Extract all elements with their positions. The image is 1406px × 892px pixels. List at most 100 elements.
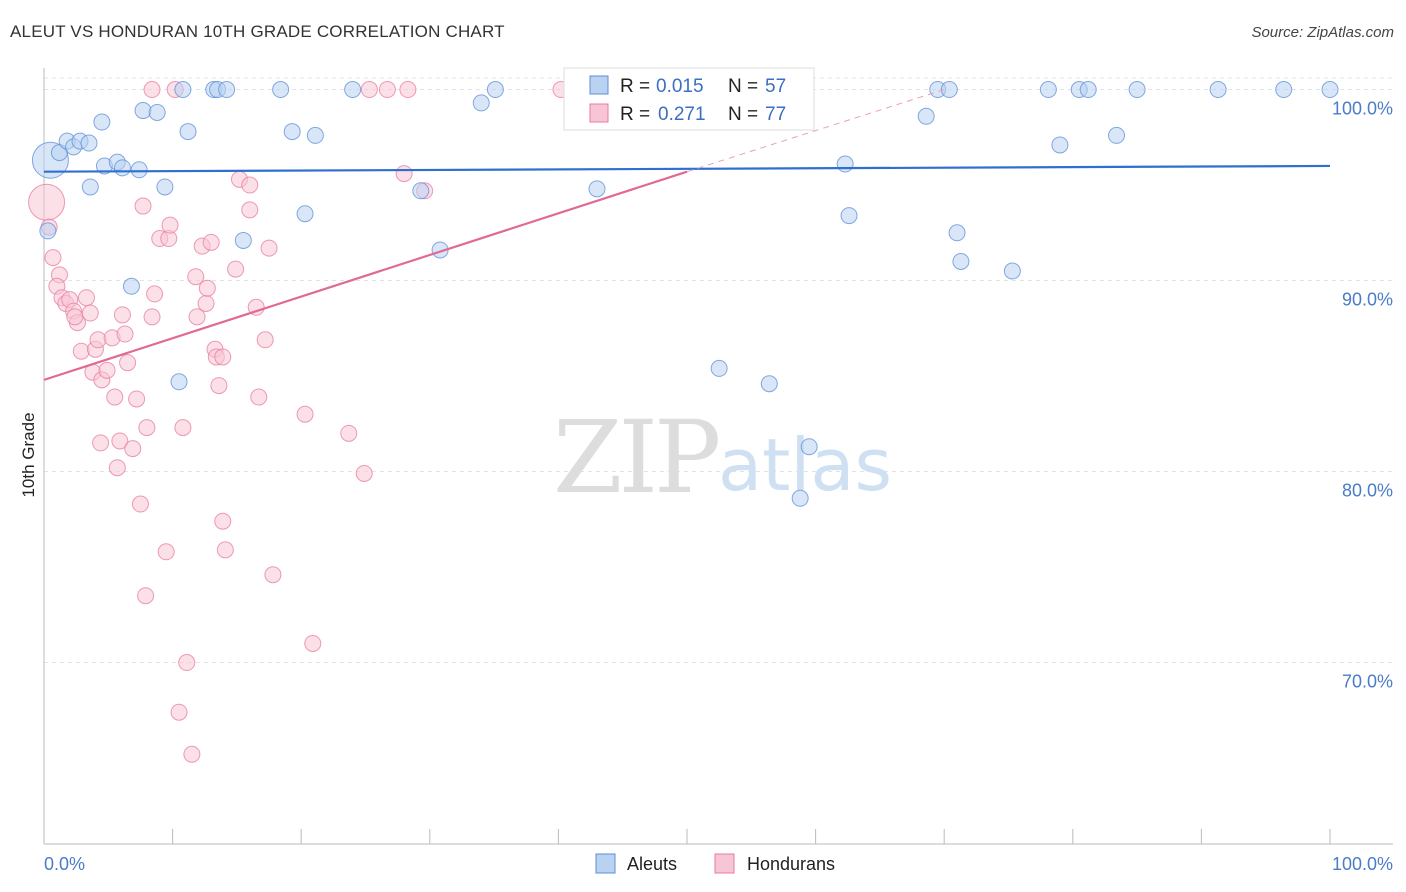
data-point-hondurans <box>72 342 90 360</box>
data-point-aleuts <box>588 180 606 198</box>
bottom-legend-label-aleuts: Aleuts <box>627 854 677 874</box>
data-point-aleuts <box>1079 81 1097 99</box>
data-point-hondurans <box>378 81 396 99</box>
data-point-hondurans <box>202 233 220 251</box>
data-point-aleuts <box>940 81 958 99</box>
data-point-aleuts <box>1051 136 1069 154</box>
data-point-hondurans <box>188 308 206 326</box>
watermark: ZIP atlas <box>553 399 892 516</box>
data-point-aleuts <box>39 222 57 240</box>
data-point-aleuts <box>179 123 197 141</box>
trend-line-hondurans-extension <box>686 89 945 173</box>
data-point-hondurans <box>210 377 228 395</box>
data-point-aleuts <box>81 178 99 196</box>
data-point-hondurans <box>264 566 282 584</box>
data-point-hondurans <box>106 388 124 406</box>
data-point-aleuts <box>791 489 809 507</box>
watermark-zip: ZIP <box>553 399 718 516</box>
data-point-aleuts <box>122 277 140 295</box>
bottom-legend-swatch-aleuts <box>595 853 616 874</box>
data-point-aleuts <box>1108 126 1126 144</box>
data-point-aleuts <box>948 224 966 242</box>
data-point-hondurans <box>66 308 84 326</box>
data-point-hondurans <box>296 405 314 423</box>
data-point-aleuts <box>412 182 430 200</box>
data-point-aleuts <box>1275 81 1293 99</box>
data-point-hondurans <box>137 587 155 605</box>
data-point-aleuts <box>1321 81 1339 99</box>
data-point-aleuts <box>486 81 504 99</box>
data-point-aleuts <box>836 155 854 173</box>
data-point-hondurans <box>340 424 358 442</box>
data-point-hondurans <box>113 306 131 324</box>
data-point-aleuts <box>148 103 166 121</box>
data-point-aleuts <box>1209 81 1227 99</box>
data-point-aleuts <box>283 123 301 141</box>
legend-n-label-hondurans: N = <box>728 104 758 125</box>
data-point-hondurans <box>92 434 110 452</box>
data-point-hondurans <box>214 348 232 366</box>
legend-r-label-aleuts: R = <box>620 76 650 97</box>
data-point-aleuts <box>272 81 290 99</box>
data-point-hondurans <box>227 260 245 278</box>
data-point-hondurans <box>247 298 265 316</box>
data-point-aleuts <box>710 359 728 377</box>
data-point-aleuts <box>234 231 252 249</box>
data-point-hondurans <box>131 495 149 513</box>
data-point-hondurans <box>187 268 205 286</box>
data-point-aleuts <box>93 113 111 131</box>
data-point-hondurans <box>355 464 373 482</box>
y-tick-labels: 70.0% 80.0% 90.0% 100.0% <box>1332 99 1393 692</box>
y-tick-label: 100.0% <box>1332 99 1393 119</box>
data-point-hondurans <box>119 354 137 372</box>
data-point-hondurans <box>111 432 129 450</box>
data-point-hondurans <box>250 388 268 406</box>
data-point-aleuts <box>113 159 131 177</box>
data-point-hondurans <box>399 81 417 99</box>
y-tick-label: 70.0% <box>1342 672 1393 692</box>
legend-swatch-hondurans <box>589 103 609 123</box>
data-point-hondurans <box>216 541 234 559</box>
data-point-hondurans <box>138 419 156 437</box>
data-point-hondurans <box>174 419 192 437</box>
data-point-aleuts <box>800 438 818 456</box>
data-point-hondurans <box>116 325 134 343</box>
data-point-hondurans <box>161 216 179 234</box>
data-point-aleuts <box>917 107 935 125</box>
data-point-hondurans <box>108 459 126 477</box>
data-point-hondurans <box>183 745 201 763</box>
data-point-hondurans <box>134 197 152 215</box>
data-point-hondurans <box>157 543 175 561</box>
series-legend: Aleuts Hondurans <box>595 853 835 874</box>
legend-r-value-hondurans: 0.271 <box>658 104 706 125</box>
legend-n-value-hondurans: 77 <box>765 104 786 125</box>
data-point-hondurans <box>28 183 66 221</box>
data-point-hondurans <box>214 512 232 530</box>
data-point-aleuts <box>174 81 192 99</box>
data-point-hondurans <box>197 294 215 312</box>
trend-line-hondurans <box>43 170 688 381</box>
data-point-hondurans <box>143 81 161 99</box>
y-tick-label: 80.0% <box>1342 481 1393 501</box>
series-hondurans <box>28 81 583 763</box>
series-aleuts <box>31 81 1339 507</box>
data-point-aleuts <box>952 252 970 270</box>
legend-r-value-aleuts: 0.015 <box>656 76 704 97</box>
data-point-hondurans <box>395 165 413 183</box>
data-point-hondurans <box>170 703 188 721</box>
data-point-hondurans <box>198 279 216 297</box>
data-point-hondurans <box>241 201 259 219</box>
data-point-hondurans <box>98 361 116 379</box>
data-point-hondurans <box>77 289 95 307</box>
data-point-hondurans <box>44 249 62 267</box>
data-point-hondurans <box>178 654 196 672</box>
bottom-legend-label-hondurans: Hondurans <box>747 854 835 874</box>
data-point-hondurans <box>143 308 161 326</box>
chart-title: ALEUT VS HONDURAN 10TH GRADE CORRELATION… <box>10 22 505 41</box>
legend-n-label-aleuts: N = <box>728 76 758 97</box>
y-axis-title: 10th Grade <box>19 412 38 497</box>
data-point-hondurans <box>124 440 142 458</box>
data-point-hondurans <box>256 331 274 349</box>
data-point-aleuts <box>306 126 324 144</box>
